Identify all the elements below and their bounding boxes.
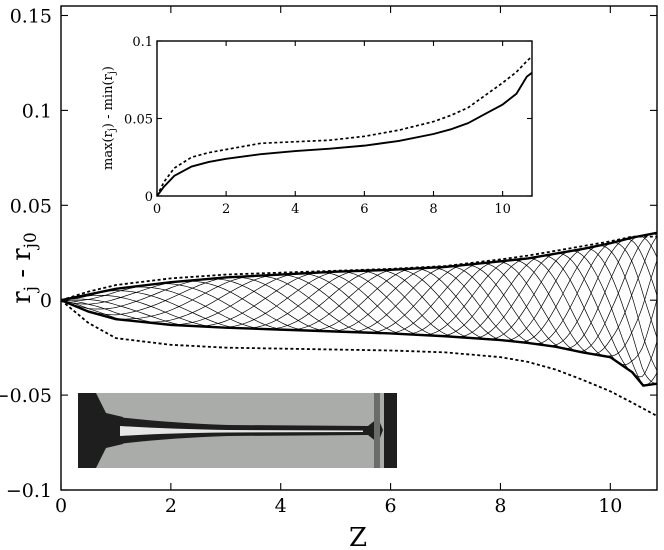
- main-oscillation-line: [60, 238, 658, 347]
- main-xtick-label: 2: [165, 495, 177, 517]
- inset-ylabel-p4: j: [107, 71, 118, 75]
- main-ytick-label: −0.1: [6, 480, 52, 502]
- main-axes-box: [60, 5, 658, 491]
- main-oscillation-line: [60, 236, 658, 355]
- inset-xtick-label: 10: [494, 202, 511, 217]
- main-oscillation-line: [60, 258, 658, 357]
- main-plot-ticks: 0 2 4 6 8 10 −0.1 −0.05 0 0.05 0.1 0.15: [0, 5, 657, 517]
- main-ytick-label: 0.1: [22, 100, 52, 122]
- main-plot-lines: [60, 231, 658, 417]
- main-series-line: [60, 299, 658, 417]
- main-oscillation-line: [60, 245, 658, 371]
- main-ytick-label: 0: [40, 290, 52, 312]
- main-xtick-label: 8: [494, 495, 506, 517]
- inset-ylabel-p1: max(r: [101, 130, 116, 169]
- inset-series-line: [156, 72, 533, 197]
- inset-xtick-label: 8: [429, 202, 437, 217]
- photo-nozzle: [78, 393, 123, 468]
- main-oscillation-line: [60, 248, 658, 385]
- inset-ytick-label: 0.1: [132, 35, 153, 50]
- inset-xtick-label: 2: [222, 202, 230, 217]
- inset-ylabel: max(rj) - min(rj): [101, 66, 118, 170]
- photo-right-edge: [384, 393, 397, 468]
- main-ylabel-r2: r: [7, 248, 37, 261]
- inset-ylabel-p2: j: [107, 128, 118, 132]
- main-xlabel: Z: [349, 523, 367, 550]
- main-ylabel-sub-j0: j0: [21, 232, 41, 250]
- main-series-line: [60, 299, 658, 387]
- main-oscillation-line: [60, 242, 658, 345]
- inset-xtick-label: 0: [153, 202, 161, 217]
- main-xtick-label: 0: [55, 495, 67, 517]
- inset-background: [100, 30, 538, 224]
- main-xtick-label: 6: [385, 495, 397, 517]
- main-plot-frame: [60, 5, 658, 491]
- main-xtick-label: 4: [275, 495, 287, 517]
- jet-photo: [78, 393, 397, 468]
- main-ylabel-sub-j: j: [21, 286, 41, 293]
- main-ylabel-r: r: [7, 291, 37, 304]
- inset-ytick-label: 0.05: [124, 113, 153, 128]
- inset-plot-ticks: 0 2 4 6 8 10 0 0.05 0.1: [124, 35, 532, 217]
- main-ylabel: rj - rj0: [7, 232, 41, 304]
- inset-panel: [100, 30, 538, 224]
- main-ytick-label: 0.15: [10, 5, 52, 27]
- main-ytick-label: 0.05: [10, 195, 52, 217]
- main-ytick-label: −0.05: [0, 385, 52, 407]
- main-series-line: [60, 231, 658, 302]
- main-ylabel-sep: -: [7, 261, 37, 286]
- inset-plot-lines: [156, 55, 533, 197]
- inset-ytick-label: 0: [145, 190, 153, 205]
- main-xtick-label: 10: [598, 495, 622, 517]
- main-series-line: [60, 235, 657, 302]
- inset-ylabel-p5: ): [101, 66, 116, 71]
- photo-jet-highlight: [120, 426, 363, 436]
- inset-series-line: [156, 55, 533, 197]
- inset-xtick-label: 4: [291, 202, 299, 217]
- inset-xtick-label: 6: [360, 202, 368, 217]
- photo-right-shade: [374, 393, 380, 468]
- inset-ylabel-p3: ) - min(r: [101, 73, 116, 128]
